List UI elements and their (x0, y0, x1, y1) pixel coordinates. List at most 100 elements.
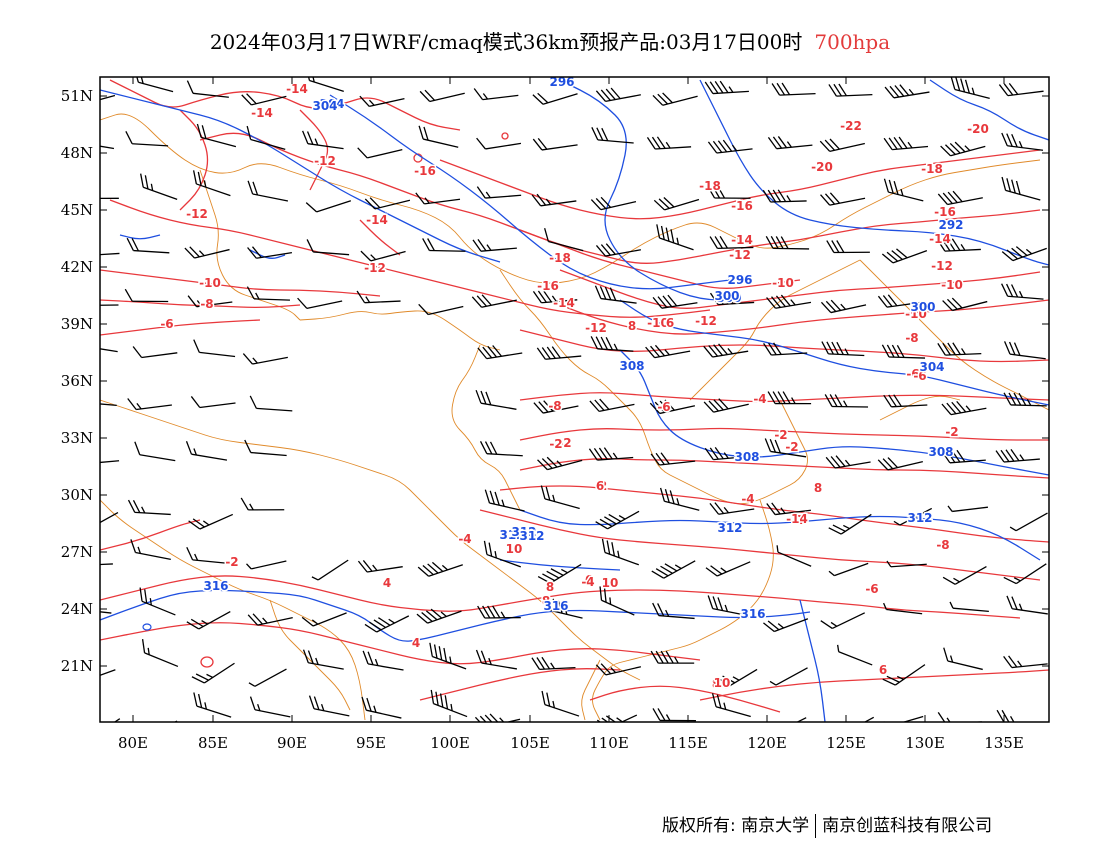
height-label: 312 (519, 529, 544, 543)
wind-barb (883, 178, 924, 202)
wind-barb (186, 546, 229, 564)
wind-barb (362, 650, 404, 671)
wind-barb (247, 180, 289, 202)
height-contour (119, 234, 161, 240)
title-level: 700hpa (814, 30, 891, 54)
wind-barb (190, 396, 236, 409)
wind-barb (653, 196, 700, 211)
wind-barb (139, 587, 176, 616)
wind-barb (769, 667, 808, 686)
wind-barb (826, 240, 870, 254)
wind-barb (942, 297, 988, 312)
temperature-label: 8 (712, 677, 720, 691)
wind-barb (767, 391, 812, 405)
wind-barb (473, 88, 519, 101)
wind-barb (134, 77, 174, 93)
wind-barb (100, 718, 121, 722)
wind-barb (544, 228, 584, 252)
border-line (100, 499, 366, 721)
temperature-label: -10 (941, 278, 963, 292)
plot-frame (99, 76, 1050, 723)
wind-barb (247, 613, 293, 626)
height-contour (559, 79, 740, 301)
wind-barb (531, 193, 577, 207)
wind-barb (357, 560, 403, 573)
temperature-label: -10 (772, 276, 794, 290)
temperature-contour (501, 132, 509, 140)
footer-divider (815, 814, 817, 838)
temperature-contour (100, 299, 301, 309)
wind-barb (937, 190, 983, 206)
wind-barb (472, 239, 517, 252)
height-contour (799, 599, 826, 722)
x-tick-label: 100E (430, 734, 470, 752)
wind-barb (479, 440, 523, 457)
wind-barb (819, 138, 865, 153)
height-contour (142, 623, 152, 631)
wind-barb (246, 286, 290, 301)
wind-barb (533, 400, 579, 414)
wind-barb (950, 77, 990, 100)
height-contour (100, 89, 501, 263)
y-tick-label: 27N (61, 543, 93, 561)
wind-barb (1001, 283, 1044, 300)
height-label: 296 (727, 273, 752, 287)
border-line (499, 269, 701, 491)
wind-barb (416, 608, 462, 624)
wind-barb (709, 235, 754, 250)
wind-barb (100, 252, 120, 257)
wind-barb (650, 452, 696, 466)
wind-barb (484, 489, 525, 512)
wind-barb (357, 147, 403, 159)
wind-barb (359, 95, 405, 108)
wind-barb (766, 502, 811, 516)
temperature-label: 8 (546, 580, 554, 594)
border-line (879, 395, 961, 421)
wind-barb (430, 689, 468, 718)
wind-barb (836, 644, 873, 666)
temperature-label: 2 (599, 479, 607, 493)
footer: 版权所有: 南京大学 南京创蓝科技有限公司 (662, 811, 992, 838)
height-contours (100, 79, 1049, 722)
wind-barb (703, 343, 749, 358)
wind-barb (1001, 176, 1041, 201)
temperature-contour (109, 199, 711, 318)
height-label: 304 (919, 360, 944, 374)
wind-barb (820, 299, 867, 314)
wind-barb (881, 344, 926, 359)
temperature-label: -18 (921, 162, 943, 176)
temperature-contour (299, 109, 329, 191)
temperature-label: -14 (786, 512, 808, 526)
temperature-label: 10 (602, 576, 619, 590)
wind-barb (883, 715, 924, 722)
temperature-contour (199, 132, 801, 289)
wind-barb (418, 125, 459, 148)
wind-barb (308, 695, 350, 717)
x-tick-label: 105E (510, 734, 550, 752)
temperature-contour (479, 509, 1041, 581)
temperature-contour (439, 149, 1041, 220)
temperature-label: -6 (906, 367, 919, 381)
copyright-label: 版权所有: 南京大学 (662, 816, 810, 836)
temperature-label: -12 (585, 321, 607, 335)
temperature-label: -6 (657, 400, 670, 414)
temperature-contour (499, 485, 1049, 543)
temperature-contour (100, 519, 201, 551)
wind-barb (141, 639, 179, 668)
height-contour (619, 299, 1049, 406)
wind-barb (841, 716, 875, 722)
wind-barb (762, 189, 807, 203)
wind-barb (763, 618, 809, 633)
wind-barb (187, 295, 233, 308)
temperature-label: -6 (865, 582, 878, 596)
wind-barb (305, 77, 344, 93)
wind-barb (595, 663, 642, 676)
border-line (479, 554, 641, 681)
height-label: 296 (549, 75, 574, 89)
temperature-label: 6 (596, 479, 604, 493)
wind-barb (820, 612, 865, 630)
y-axis: 51N 48N 45N 42N 39N 36N 33N 30N 27N 24N 21N (61, 87, 1049, 675)
temperature-label: -14 (286, 82, 308, 96)
wind-barb (100, 563, 113, 567)
temperature-label: 8 (628, 319, 636, 333)
